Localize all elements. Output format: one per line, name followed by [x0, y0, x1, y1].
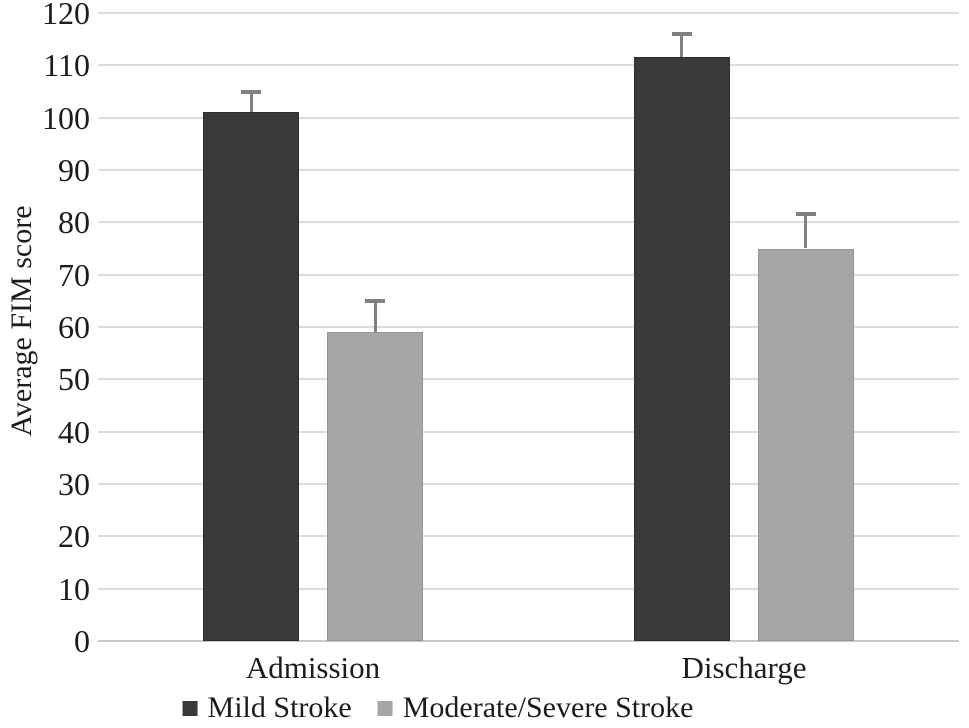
error-bar-stem-moderate-severe-stroke-admission: [373, 300, 377, 333]
y-tick-label-120: 120: [42, 0, 90, 31]
bar-mild-stroke-discharge: [633, 57, 730, 641]
error-bar-cap-mild-stroke-discharge: [671, 31, 692, 36]
legend-item-moderate-severe-stroke: Moderate/Severe Stroke: [377, 691, 694, 725]
y-tick-label-20: 20: [58, 518, 90, 555]
y-tick-label-90: 90: [58, 152, 90, 188]
bar-moderate-severe-stroke-admission: [327, 332, 424, 641]
gridline-y-10: [98, 587, 959, 590]
error-bar-stem-mild-stroke-discharge: [680, 33, 684, 58]
error-bar-cap-moderate-severe-stroke-discharge: [795, 212, 816, 217]
error-bar-cap-moderate-severe-stroke-admission: [365, 298, 386, 303]
x-axis-line: [98, 640, 959, 642]
legend-swatch-mild-stroke: [182, 700, 198, 716]
gridline-y-120: [98, 12, 959, 14]
error-bar-cap-mild-stroke-admission: [241, 89, 262, 94]
y-tick-label-60: 60: [58, 309, 90, 345]
gridline-y-20: [98, 535, 959, 538]
y-tick-label-70: 70: [58, 256, 90, 293]
gridline-y-90: [98, 169, 959, 171]
y-tick-label-110: 110: [43, 47, 90, 84]
y-tick-label-0: 0: [74, 623, 90, 659]
gridline-y-80: [98, 221, 959, 224]
y-tick-label-40: 40: [58, 413, 90, 450]
y-tick-label-30: 30: [58, 466, 90, 502]
error-bar-stem-mild-stroke-admission: [249, 91, 253, 113]
legend-label-moderate-severe-stroke: Moderate/Severe Stroke: [402, 691, 694, 724]
x-category-label-admission: Admission: [245, 650, 381, 685]
gridline-y-70: [98, 273, 959, 276]
gridline-y-60: [98, 326, 959, 328]
bar-moderate-severe-stroke-discharge: [757, 248, 854, 641]
gridline-y-30: [98, 483, 959, 485]
error-bar-stem-moderate-severe-stroke-discharge: [804, 214, 808, 249]
legend-item-mild-stroke: Mild Stroke: [182, 691, 352, 725]
gridline-y-50: [98, 378, 959, 381]
y-tick-label-10: 10: [58, 570, 90, 607]
y-tick-label-100: 100: [42, 99, 90, 136]
gridline-y-100: [98, 116, 959, 119]
legend-swatch-moderate-severe-stroke: [377, 700, 393, 716]
gridline-y-110: [98, 64, 959, 67]
gridline-y-40: [98, 430, 959, 433]
y-tick-label-50: 50: [58, 361, 90, 398]
legend-label-mild-stroke: Mild Stroke: [207, 691, 352, 724]
legend: Mild Stroke Moderate/Severe Stroke: [182, 691, 694, 725]
x-category-label-discharge: Discharge: [681, 650, 807, 685]
bar-mild-stroke-admission: [203, 112, 300, 641]
y-tick-label-80: 80: [58, 204, 90, 241]
